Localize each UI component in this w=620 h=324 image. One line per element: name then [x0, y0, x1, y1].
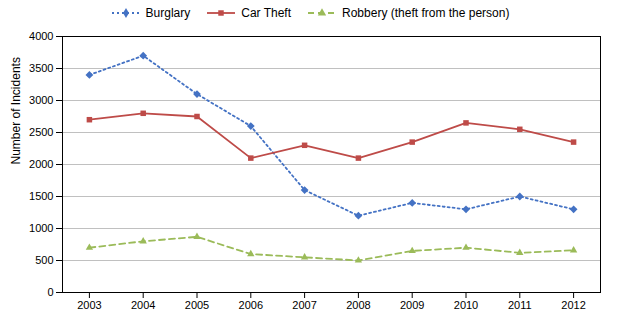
html-text:Burglary: Burglary [145, 6, 191, 20]
svg-text:2005: 2005 [185, 299, 209, 311]
svg-text:2008: 2008 [346, 299, 370, 311]
svg-text:2011: 2011 [508, 299, 532, 311]
svg-text:3500: 3500 [29, 62, 53, 74]
svg-text:2012: 2012 [561, 299, 585, 311]
svg-text:0: 0 [47, 286, 53, 298]
svg-text:3000: 3000 [29, 94, 53, 106]
svg-text:2500: 2500 [29, 126, 53, 138]
svg-text:2010: 2010 [454, 299, 478, 311]
svg-text:1000: 1000 [29, 222, 53, 234]
svg-text:2000: 2000 [29, 158, 53, 170]
html-text:Car Theft: Car Theft [241, 6, 291, 20]
svg-text:2003: 2003 [77, 299, 101, 311]
svg-text:2006: 2006 [239, 299, 263, 311]
svg-text:2009: 2009 [400, 299, 424, 311]
svg-text:1500: 1500 [29, 190, 53, 202]
html-text:Robbery (theft from the person: Robbery (theft from the person) [342, 6, 510, 20]
svg-text:4000: 4000 [29, 30, 53, 42]
svg-text:2004: 2004 [131, 299, 155, 311]
svg-text:2007: 2007 [292, 299, 316, 311]
svg-text:Number of Incidents: Number of Incidents [9, 57, 23, 164]
svg-text:500: 500 [35, 254, 53, 266]
